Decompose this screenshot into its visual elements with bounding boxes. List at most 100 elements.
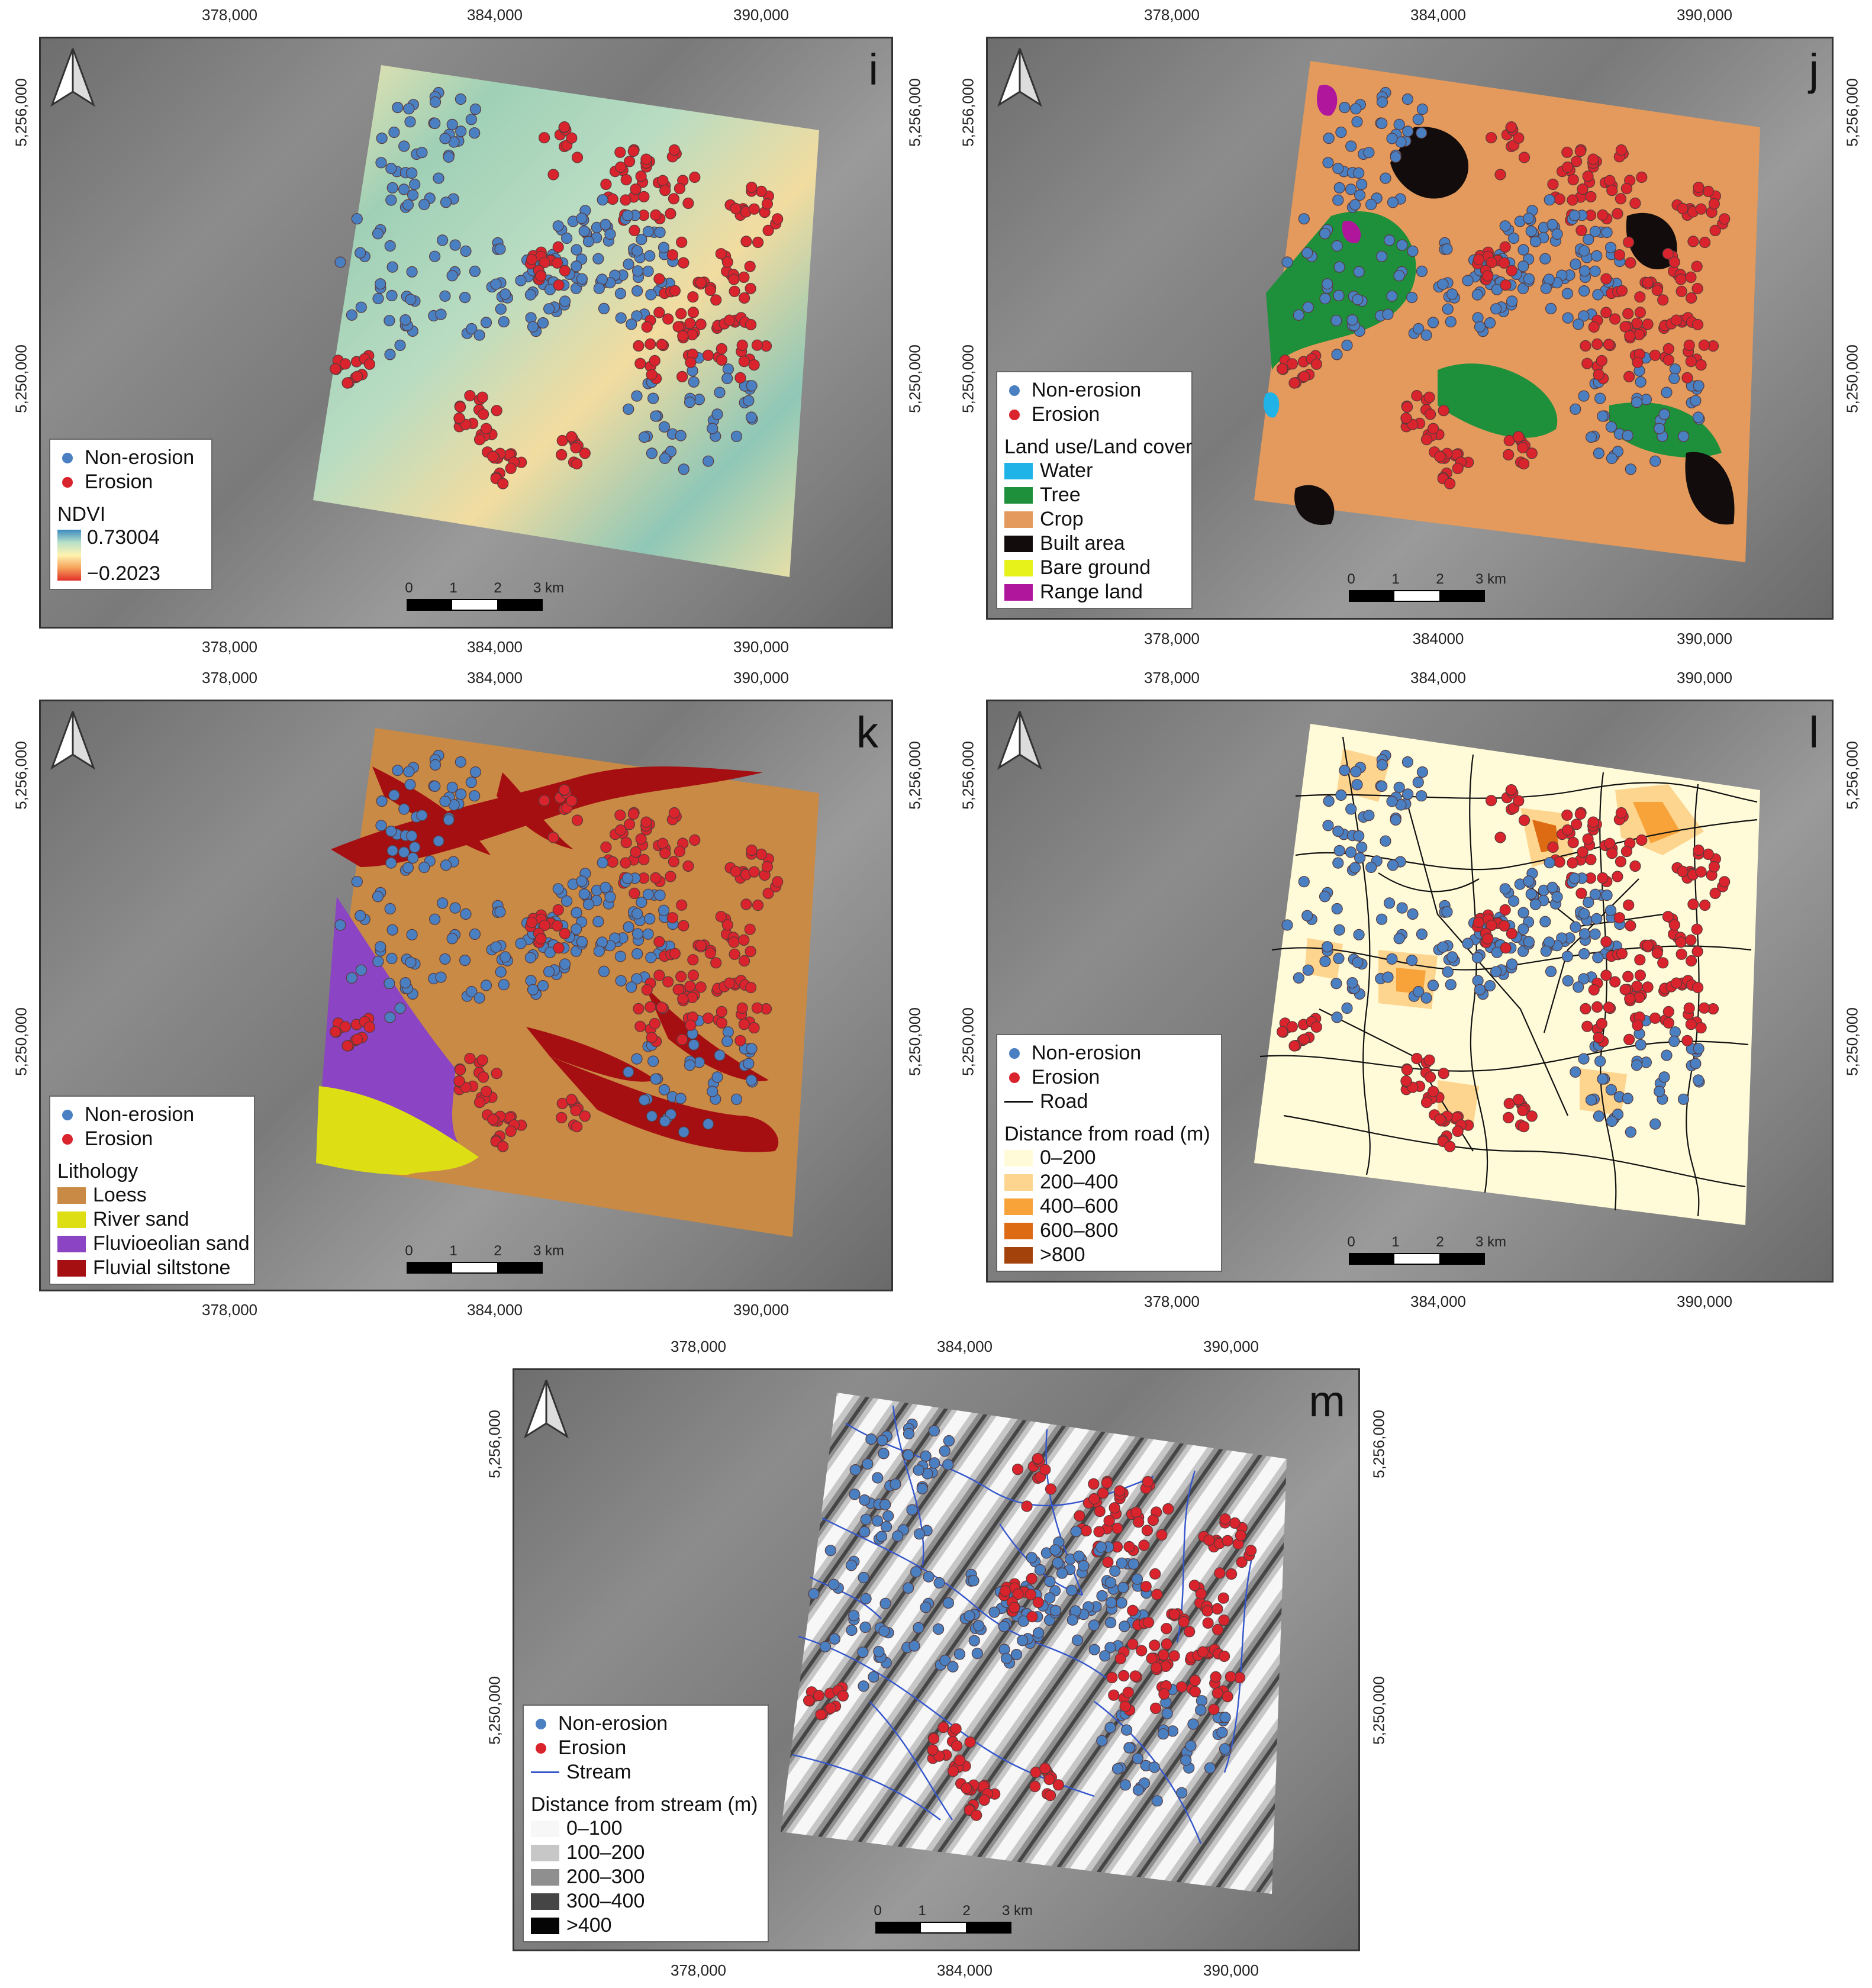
erosion-point bbox=[646, 369, 658, 381]
non-erosion-point bbox=[429, 780, 441, 792]
erosion-point bbox=[330, 1026, 341, 1038]
north-arrow-icon bbox=[50, 48, 95, 107]
non-erosion-point bbox=[409, 841, 421, 853]
non-erosion-point bbox=[388, 126, 400, 138]
erosion-point bbox=[951, 1740, 963, 1752]
erosion-point bbox=[1400, 1075, 1412, 1087]
non-erosion-point bbox=[1330, 315, 1342, 327]
erosion-point bbox=[1554, 193, 1565, 205]
non-erosion-point bbox=[858, 1680, 869, 1692]
non-erosion-point bbox=[1523, 273, 1535, 285]
non-erosion-point bbox=[1654, 423, 1665, 434]
non-erosion-point bbox=[1517, 923, 1529, 935]
panel-letter: m bbox=[1309, 1377, 1345, 1426]
erosion-point bbox=[1683, 1002, 1695, 1014]
x-tick-top: 390,000 bbox=[1203, 1338, 1259, 1355]
non-erosion-point bbox=[402, 199, 414, 211]
non-erosion-point bbox=[631, 285, 643, 297]
erosion-point bbox=[1585, 191, 1597, 202]
non-erosion-point bbox=[1176, 1787, 1188, 1799]
non-erosion-point bbox=[604, 228, 616, 240]
non-erosion-point bbox=[873, 1646, 885, 1658]
erosion-point bbox=[1681, 1035, 1693, 1046]
non-erosion-point bbox=[571, 907, 582, 919]
non-erosion-point bbox=[879, 1499, 891, 1510]
panel-letter: k bbox=[856, 708, 878, 757]
erosion-point bbox=[745, 283, 756, 295]
erosion-point bbox=[1567, 174, 1579, 186]
erosion-point bbox=[1310, 358, 1323, 370]
erosion-point bbox=[1473, 916, 1485, 928]
non-erosion-point bbox=[1545, 302, 1557, 314]
erosion-point bbox=[1500, 279, 1512, 291]
non-erosion-point bbox=[1583, 897, 1594, 908]
erosion-point bbox=[1452, 1125, 1464, 1138]
erosion-point bbox=[1603, 339, 1615, 350]
non-erosion-point bbox=[1406, 955, 1418, 966]
non-erosion-point bbox=[688, 376, 700, 388]
erosion-point bbox=[730, 865, 742, 877]
water-patch bbox=[1263, 392, 1280, 418]
non-erosion-point bbox=[1332, 857, 1344, 869]
erosion-point bbox=[1615, 807, 1628, 819]
non-erosion-point bbox=[428, 913, 441, 925]
non-erosion-point bbox=[1131, 1573, 1143, 1585]
non-erosion-point bbox=[392, 101, 404, 114]
erosion-point bbox=[1288, 377, 1300, 389]
erosion-point bbox=[1600, 307, 1612, 318]
non-erosion-point bbox=[384, 240, 396, 252]
erosion-point bbox=[1127, 1604, 1139, 1616]
erosion-point bbox=[751, 339, 763, 351]
map-legend: Non-erosion Erosion NDVI 0.73004 −0.2023 bbox=[49, 439, 212, 590]
erosion-point bbox=[645, 1001, 656, 1013]
built-area-patch bbox=[1294, 485, 1335, 525]
erosion-point bbox=[1570, 819, 1583, 830]
non-erosion-point bbox=[646, 1110, 658, 1122]
erosion-point bbox=[363, 358, 376, 370]
non-erosion-point bbox=[1589, 265, 1601, 277]
non-erosion-point bbox=[1490, 303, 1502, 315]
non-erosion-point bbox=[1693, 1043, 1705, 1055]
erosion-point bbox=[684, 980, 696, 992]
y-tick-right: 5,256,000 bbox=[1843, 78, 1861, 147]
non-erosion-point bbox=[392, 764, 404, 776]
erosion-point bbox=[746, 845, 758, 856]
y-tick-right: 5,256,000 bbox=[906, 78, 924, 147]
erosion-point bbox=[662, 313, 674, 325]
erosion-point bbox=[1225, 1671, 1237, 1683]
non-erosion-point bbox=[1593, 1110, 1605, 1122]
non-erosion-point bbox=[1049, 1604, 1062, 1616]
non-erosion-point bbox=[1631, 1059, 1643, 1071]
erosion-point bbox=[738, 292, 750, 304]
erosion-point bbox=[571, 152, 584, 163]
legend-class: 400–600 bbox=[1004, 1194, 1214, 1219]
non-erosion-point bbox=[1293, 309, 1305, 321]
non-erosion-point bbox=[578, 888, 590, 900]
erosion-point bbox=[1670, 977, 1683, 989]
erosion-point bbox=[937, 1721, 949, 1734]
non-erosion-point bbox=[913, 1622, 924, 1633]
erosion-point bbox=[716, 343, 727, 355]
non-erosion-point bbox=[1578, 948, 1590, 960]
erosion-point bbox=[1161, 1638, 1173, 1650]
non-erosion-point bbox=[1544, 194, 1555, 206]
non-erosion-point bbox=[1353, 266, 1365, 278]
erosion-point bbox=[669, 285, 681, 297]
erosion-point bbox=[1691, 981, 1704, 994]
non-erosion-point bbox=[875, 1531, 888, 1542]
non-erosion-point bbox=[1281, 256, 1293, 268]
erosion-point bbox=[1026, 1611, 1038, 1623]
non-erosion-point bbox=[355, 301, 367, 313]
non-erosion-point bbox=[1365, 198, 1377, 211]
x-tick-top: 384,000 bbox=[1410, 6, 1466, 24]
map-frame: m Non-erosion Erosion Stream Distance fr… bbox=[513, 1368, 1360, 1951]
erosion-point bbox=[635, 833, 647, 845]
non-erosion-point bbox=[1323, 795, 1335, 807]
non-erosion-point bbox=[857, 1647, 869, 1658]
erosion-point bbox=[1616, 948, 1628, 959]
non-erosion-point bbox=[543, 303, 555, 315]
non-erosion-point bbox=[1298, 876, 1310, 888]
erosion-point bbox=[1039, 1763, 1051, 1774]
non-erosion-point bbox=[355, 964, 367, 976]
x-tick-bottom: 384,000 bbox=[937, 1961, 993, 1979]
